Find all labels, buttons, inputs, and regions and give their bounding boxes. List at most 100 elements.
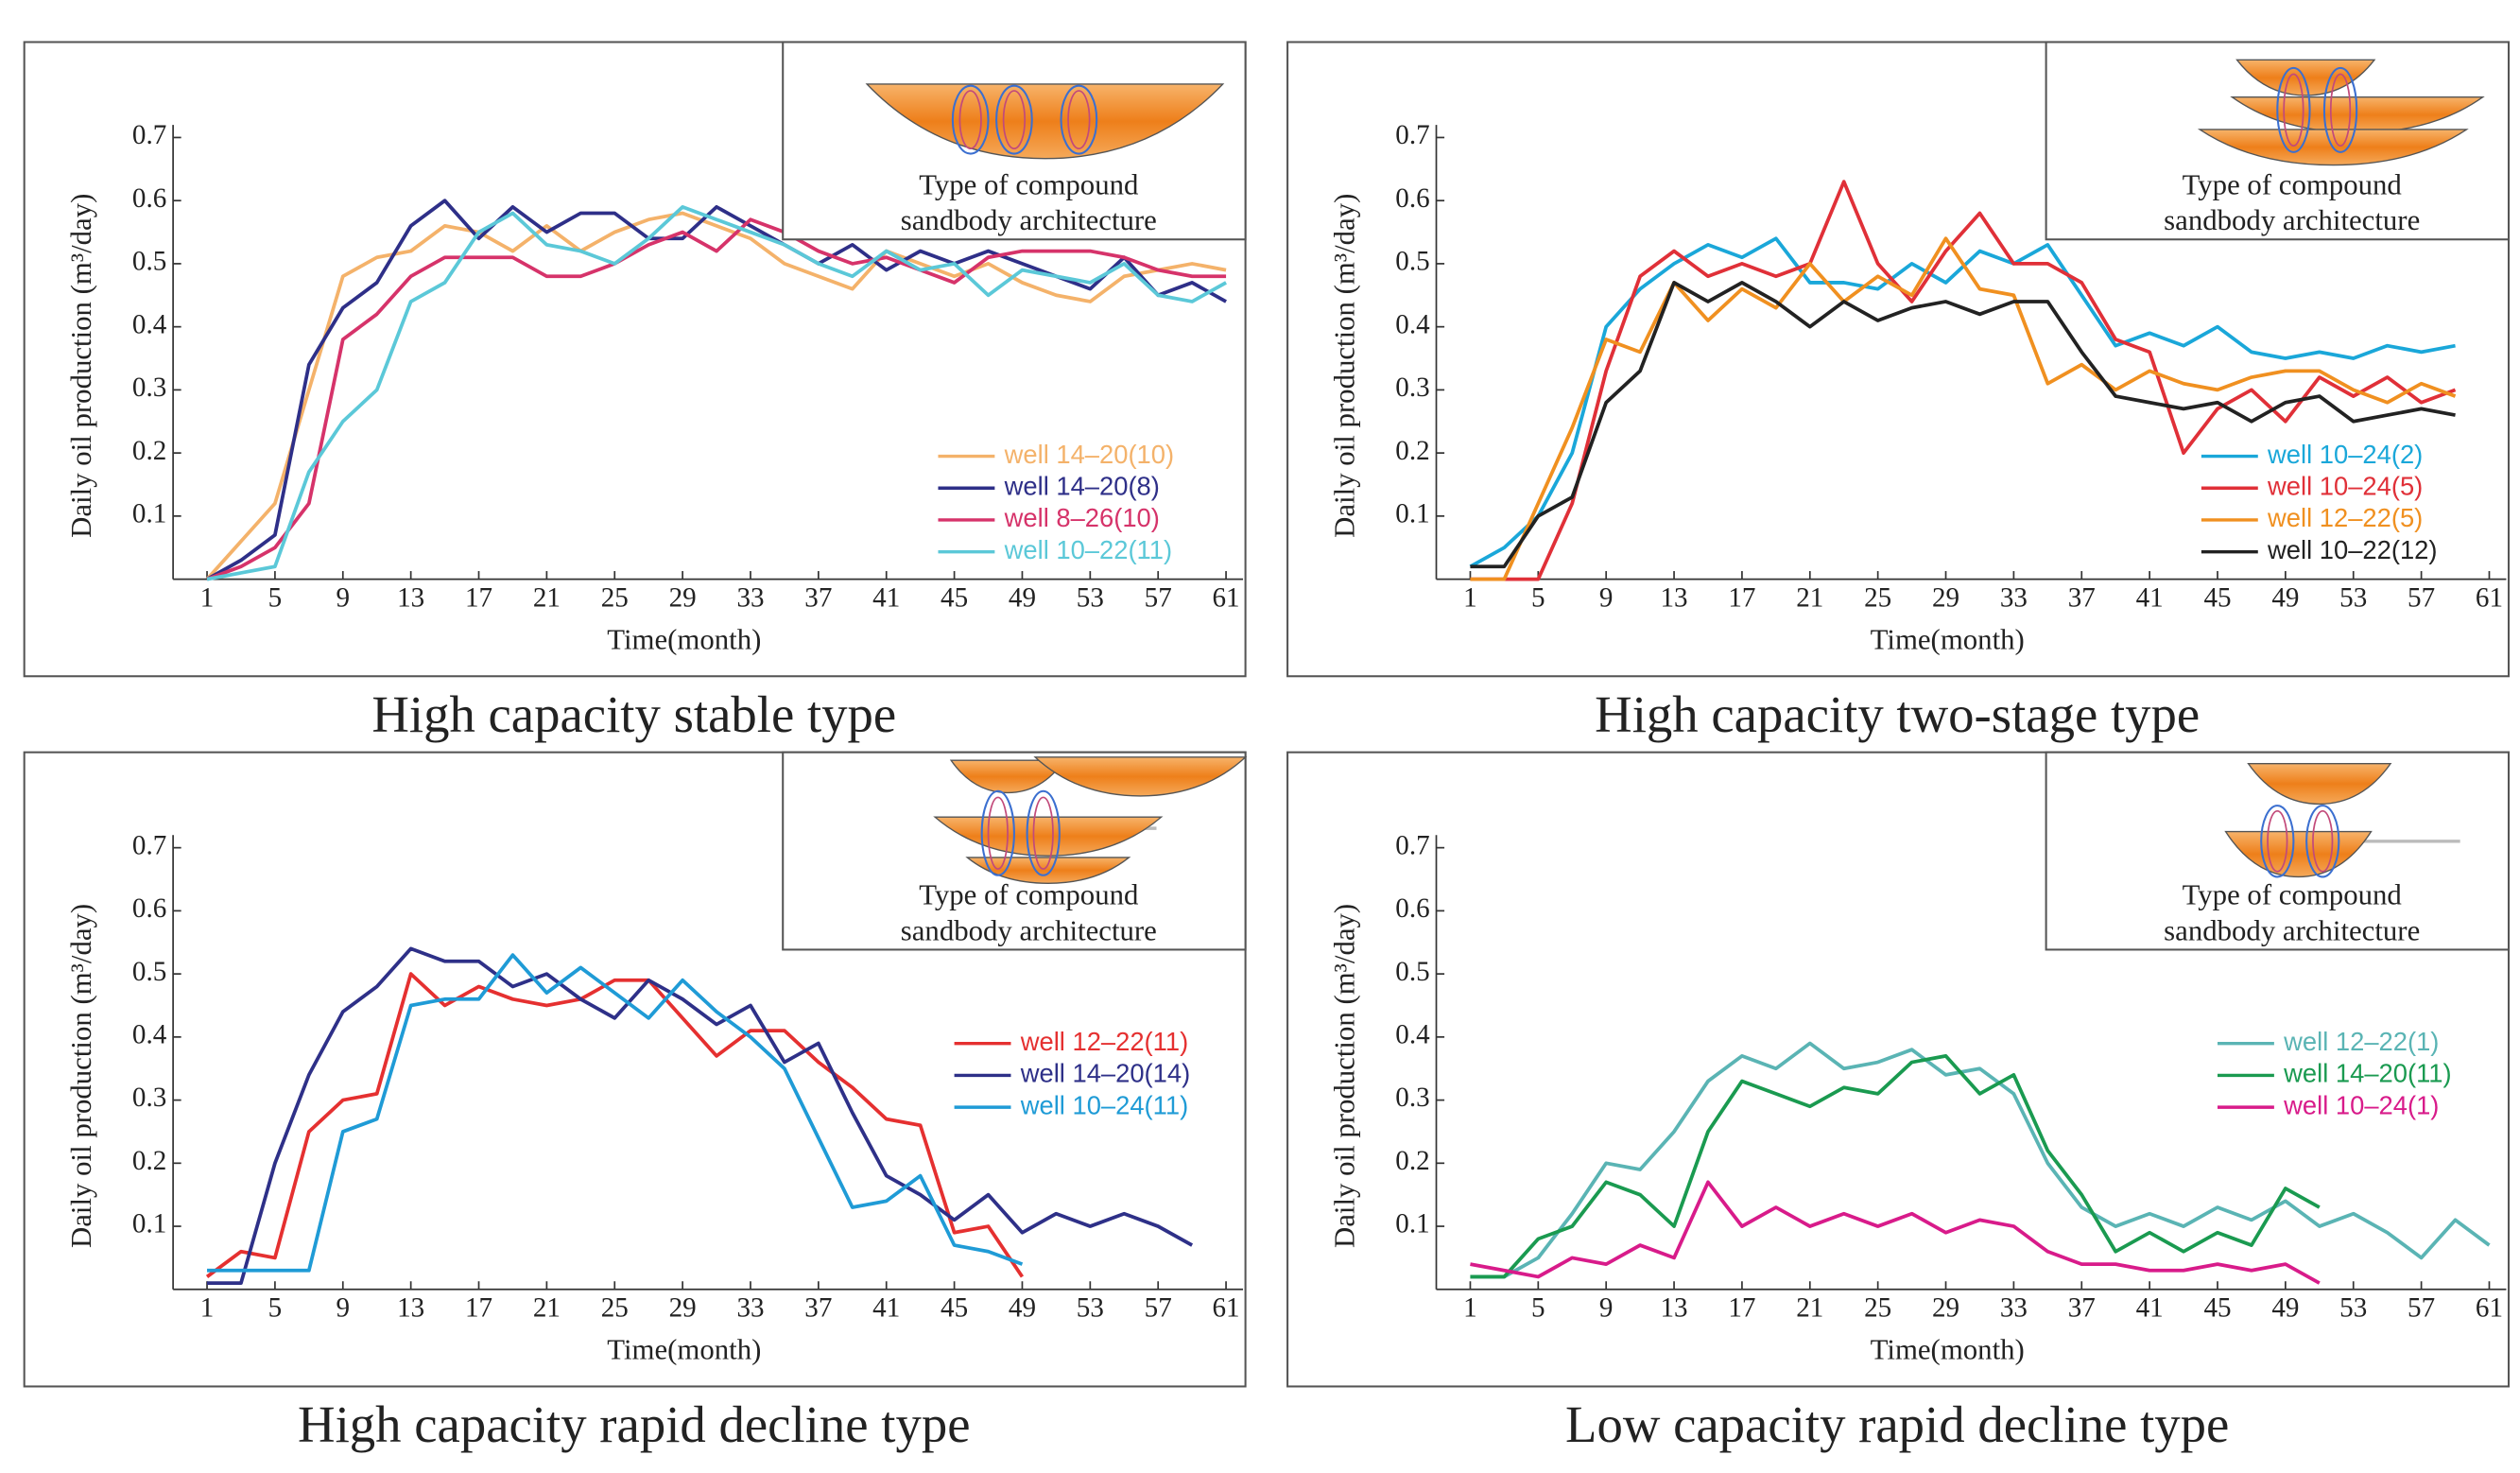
x-tick-label: 9 xyxy=(1599,583,1614,614)
series-line xyxy=(206,217,1227,581)
legend-label: well 10–24(11) xyxy=(1020,1090,1188,1119)
well-outline xyxy=(995,84,1033,155)
legend-label: well 10–22(11) xyxy=(1004,535,1172,564)
x-tick-label: 53 xyxy=(2339,583,2367,614)
x-tick-label: 49 xyxy=(2271,583,2299,614)
well-outline xyxy=(2329,73,2352,147)
inset-label: Type of compound xyxy=(919,879,1139,911)
x-tick-label: 61 xyxy=(1213,583,1240,614)
y-tick-label: 0.1 xyxy=(1395,1209,1429,1239)
y-tick-label: 0.7 xyxy=(1395,120,1429,150)
x-tick-label: 41 xyxy=(2136,583,2164,614)
x-tick-label: 29 xyxy=(669,1293,697,1324)
legend-label: well 10–24(5) xyxy=(2267,471,2423,500)
x-tick-label: 17 xyxy=(1728,583,1755,614)
x-tick-label: 49 xyxy=(1009,1293,1036,1324)
well-outline xyxy=(1032,796,1054,870)
x-tick-label: 5 xyxy=(268,1293,283,1324)
y-tick-label: 0.6 xyxy=(1395,183,1429,214)
well-outline xyxy=(2312,809,2334,873)
x-tick-label: 5 xyxy=(1531,1293,1545,1324)
inset-label: sandbody architecture xyxy=(901,914,1157,946)
legend-label: well 10–22(12) xyxy=(2267,535,2437,564)
y-tick-label: 0.6 xyxy=(132,893,166,924)
x-tick-label: 41 xyxy=(2136,1293,2164,1324)
x-tick-label: 9 xyxy=(337,1293,351,1324)
panel: 0.1 0.2 0.3 0.4 0.5 0.6 0.7 1 5 9 13 17 21 25 29 33 37 41… xyxy=(23,41,1247,743)
x-tick-label: 49 xyxy=(1009,583,1036,614)
x-axis-label: Time(month) xyxy=(607,623,761,655)
x-tick-label: 13 xyxy=(397,1293,424,1324)
x-tick-label: 49 xyxy=(2271,1293,2299,1324)
x-tick-label: 17 xyxy=(465,583,492,614)
y-tick-label: 0.4 xyxy=(1395,1020,1430,1050)
x-tick-label: 45 xyxy=(941,1293,968,1324)
inset-label: Type of compound xyxy=(919,169,1139,201)
x-tick-label: 9 xyxy=(1599,1293,1614,1324)
x-tick-label: 61 xyxy=(1213,1293,1240,1324)
inset-label: Type of compound xyxy=(2183,169,2403,201)
panel: 0.1 0.2 0.3 0.4 0.5 0.6 0.7 1 5 9 13 17 21 25 29 33 37 41… xyxy=(23,751,1248,1453)
x-tick-label: 57 xyxy=(2408,583,2435,614)
panel-frame xyxy=(1286,751,2511,1388)
panel-caption: High capacity rapid decline type xyxy=(298,1395,970,1453)
x-tick-label: 57 xyxy=(1145,583,1172,614)
y-tick-label: 0.5 xyxy=(132,957,166,987)
y-tick-label: 0.5 xyxy=(1395,247,1429,277)
x-tick-label: 53 xyxy=(1077,583,1104,614)
x-tick-label: 25 xyxy=(1864,1293,1891,1324)
well-outline xyxy=(1067,90,1091,150)
y-tick-label: 0.2 xyxy=(1395,1146,1429,1176)
panel-frame xyxy=(23,751,1247,1388)
series-line xyxy=(207,946,1194,1285)
panel-frame xyxy=(1286,41,2511,678)
series-line xyxy=(1470,180,2457,581)
x-tick-label: 17 xyxy=(465,1293,492,1324)
x-tick-label: 29 xyxy=(1932,1293,1959,1324)
x-tick-label: 21 xyxy=(533,583,561,614)
y-tick-label: 0.5 xyxy=(132,247,166,277)
x-tick-label: 37 xyxy=(2068,583,2096,614)
x-tick-label: 53 xyxy=(1077,1293,1104,1324)
series-line xyxy=(207,953,1024,1273)
legend-label: well 12–22(11) xyxy=(1020,1027,1188,1056)
y-tick-label: 0.5 xyxy=(1395,957,1429,987)
x-tick-label: 1 xyxy=(200,583,215,614)
series-line xyxy=(1470,1041,2491,1279)
legend-label: well 12–22(1) xyxy=(2283,1027,2439,1056)
well-outline xyxy=(1060,84,1098,155)
y-tick-label: 0.2 xyxy=(1395,436,1429,466)
x-tick-label: 45 xyxy=(2203,583,2231,614)
x-tick-label: 53 xyxy=(2339,1293,2367,1324)
x-tick-label: 25 xyxy=(1864,583,1891,614)
x-tick-label: 61 xyxy=(2476,583,2503,614)
sandbody xyxy=(933,816,1164,857)
y-tick-label: 0.4 xyxy=(1395,309,1430,339)
y-tick-label: 0.7 xyxy=(132,120,166,150)
panel: 0.1 0.2 0.3 0.4 0.5 0.6 0.7 1 5 9 13 17 21 25 29 33 37 41… xyxy=(1286,41,2511,743)
x-tick-label: 5 xyxy=(268,583,283,614)
series-line xyxy=(205,211,1227,581)
x-tick-label: 29 xyxy=(1932,583,1959,614)
series-line xyxy=(1470,1053,2321,1279)
y-tick-label: 0.2 xyxy=(132,1146,166,1176)
x-tick-label: 21 xyxy=(1796,583,1823,614)
legend-label: well 10–24(2) xyxy=(2267,440,2423,469)
x-tick-label: 1 xyxy=(1463,583,1477,614)
legend-label: well 12–22(5) xyxy=(2267,503,2423,532)
sandbody xyxy=(2247,762,2392,806)
x-axis-label: Time(month) xyxy=(607,1334,761,1366)
x-tick-label: 61 xyxy=(2476,1293,2503,1324)
well-outline xyxy=(1002,90,1027,150)
panel-caption: Low capacity rapid decline type xyxy=(1565,1395,2229,1453)
x-tick-label: 33 xyxy=(2000,583,2028,614)
y-tick-label: 0.7 xyxy=(1395,830,1429,860)
series-line xyxy=(1470,1180,2321,1285)
y-axis-label: Daily oil production (m³/day) xyxy=(1328,904,1360,1248)
y-axis-label: Daily oil production (m³/day) xyxy=(65,904,97,1248)
y-tick-label: 0.3 xyxy=(132,373,166,403)
well-outline xyxy=(2260,805,2295,878)
well-outline xyxy=(1026,789,1061,876)
x-tick-label: 33 xyxy=(2000,1293,2028,1324)
